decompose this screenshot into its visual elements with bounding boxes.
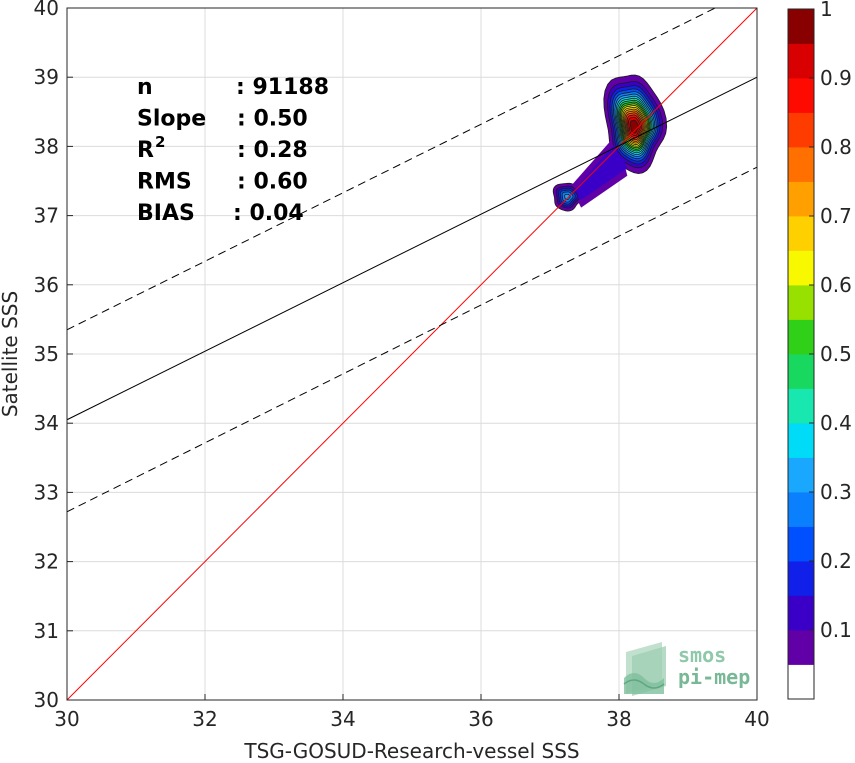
colorbar-segment — [788, 78, 814, 113]
colorbar-tick-label: 0.6 — [820, 273, 852, 297]
y-tick-label: 35 — [34, 342, 59, 366]
colorbar-segment — [788, 250, 814, 286]
colorbar-tick-label: 0.9 — [820, 66, 852, 90]
stat-label: RMS — [137, 170, 192, 195]
x-tick-label: 30 — [54, 707, 79, 731]
colorbar-segment — [788, 664, 814, 700]
upper-bound-line — [67, 8, 717, 331]
colorbar-segment — [788, 181, 814, 217]
colorbar-segment — [788, 43, 814, 79]
colorbar-segment — [788, 492, 814, 527]
colorbar-tick-label: 0.5 — [820, 342, 852, 366]
x-axis: 30 32 34 36 38 40 — [54, 694, 770, 731]
stat-value: : 0.50 — [237, 107, 308, 132]
stat-value: : 0.60 — [237, 170, 308, 195]
lower-bound-line — [67, 166, 757, 513]
stat-label: n — [137, 75, 153, 100]
stat-label: BIAS — [137, 201, 195, 226]
y-tick-label: 30 — [34, 688, 59, 712]
x-tick-label: 38 — [606, 707, 631, 731]
colorbar-tick-label: 0.3 — [820, 480, 852, 504]
colorbar-segment — [788, 526, 814, 562]
colorbar-segment — [788, 354, 814, 389]
logo-text-line2: pi-mep — [678, 665, 751, 689]
y-tick-label: 33 — [34, 480, 59, 504]
reference-lines — [67, 8, 757, 700]
x-tick-label: 40 — [744, 707, 769, 731]
colorbar-segment — [788, 319, 814, 355]
colorbar-segment — [788, 630, 814, 665]
one-to-one-line — [67, 8, 757, 700]
density-contour-main — [629, 119, 639, 134]
smos-pi-mep-logo: smos pi-mep — [622, 638, 762, 696]
colorbar-tick-label: 0.1 — [820, 618, 852, 642]
y-axis-label: Satellite SSS — [0, 291, 22, 417]
logo-text-line1: smos — [678, 643, 727, 667]
colorbar-segment — [788, 457, 814, 493]
stat-superscript: 2 — [155, 133, 165, 151]
colorbar-tick-label: 0.2 — [820, 549, 852, 573]
y-tick-label: 31 — [34, 619, 59, 643]
density-contour-secondary — [564, 194, 571, 201]
colorbar-tick-label: 0.7 — [820, 204, 852, 228]
colorbar-segment — [788, 595, 814, 631]
colorbar-segment — [788, 147, 814, 182]
stats-panel: n : 91188 Slope : 0.50 R 2 : 0.28 RMS : 0.60 BIAS… — [137, 75, 329, 226]
y-tick-label: 32 — [34, 550, 59, 574]
stat-value: : 0.28 — [237, 138, 308, 163]
colorbar-segment — [788, 388, 814, 424]
x-tick-label: 32 — [192, 707, 217, 731]
logo-waves-icon — [623, 642, 666, 696]
colorbar-segment — [788, 9, 814, 44]
colorbar-tick-label: 1 — [820, 0, 833, 21]
colorbar-tick-label: 0.8 — [820, 135, 852, 159]
y-tick-label: 38 — [34, 134, 59, 158]
y-tick-label: 37 — [34, 204, 59, 228]
regression-line — [67, 76, 757, 421]
y-tick-label: 40 — [34, 0, 59, 20]
y-axis: 30 31 32 33 34 35 36 37 38 39 40 — [34, 0, 73, 712]
x-tick-label: 34 — [330, 707, 355, 731]
x-axis-label: TSG-GOSUD-Research-vessel SSS — [243, 739, 579, 763]
y-tick-label: 39 — [34, 65, 59, 89]
colorbar: 0.1 0.2 0.3 0.4 0.5 0.6 0.7 0.8 0.9 1 — [787, 0, 852, 700]
x-tick-label: 36 — [468, 707, 493, 731]
colorbar-tick-label: 0.4 — [820, 411, 852, 435]
stat-value: : 0.04 — [233, 201, 304, 226]
density-contours — [552, 74, 668, 212]
colorbar-segment — [788, 423, 814, 458]
stat-label: Slope — [137, 107, 206, 132]
colorbar-segment — [788, 112, 814, 148]
colorbar-segment — [788, 561, 814, 596]
colorbar-segment — [788, 216, 814, 251]
colorbar-segment — [788, 285, 814, 320]
density-contour-bridge — [570, 141, 628, 200]
y-tick-label: 36 — [34, 273, 59, 297]
stat-value: : 91188 — [236, 75, 329, 100]
stat-label: R — [137, 138, 154, 163]
y-tick-label: 34 — [34, 411, 59, 435]
